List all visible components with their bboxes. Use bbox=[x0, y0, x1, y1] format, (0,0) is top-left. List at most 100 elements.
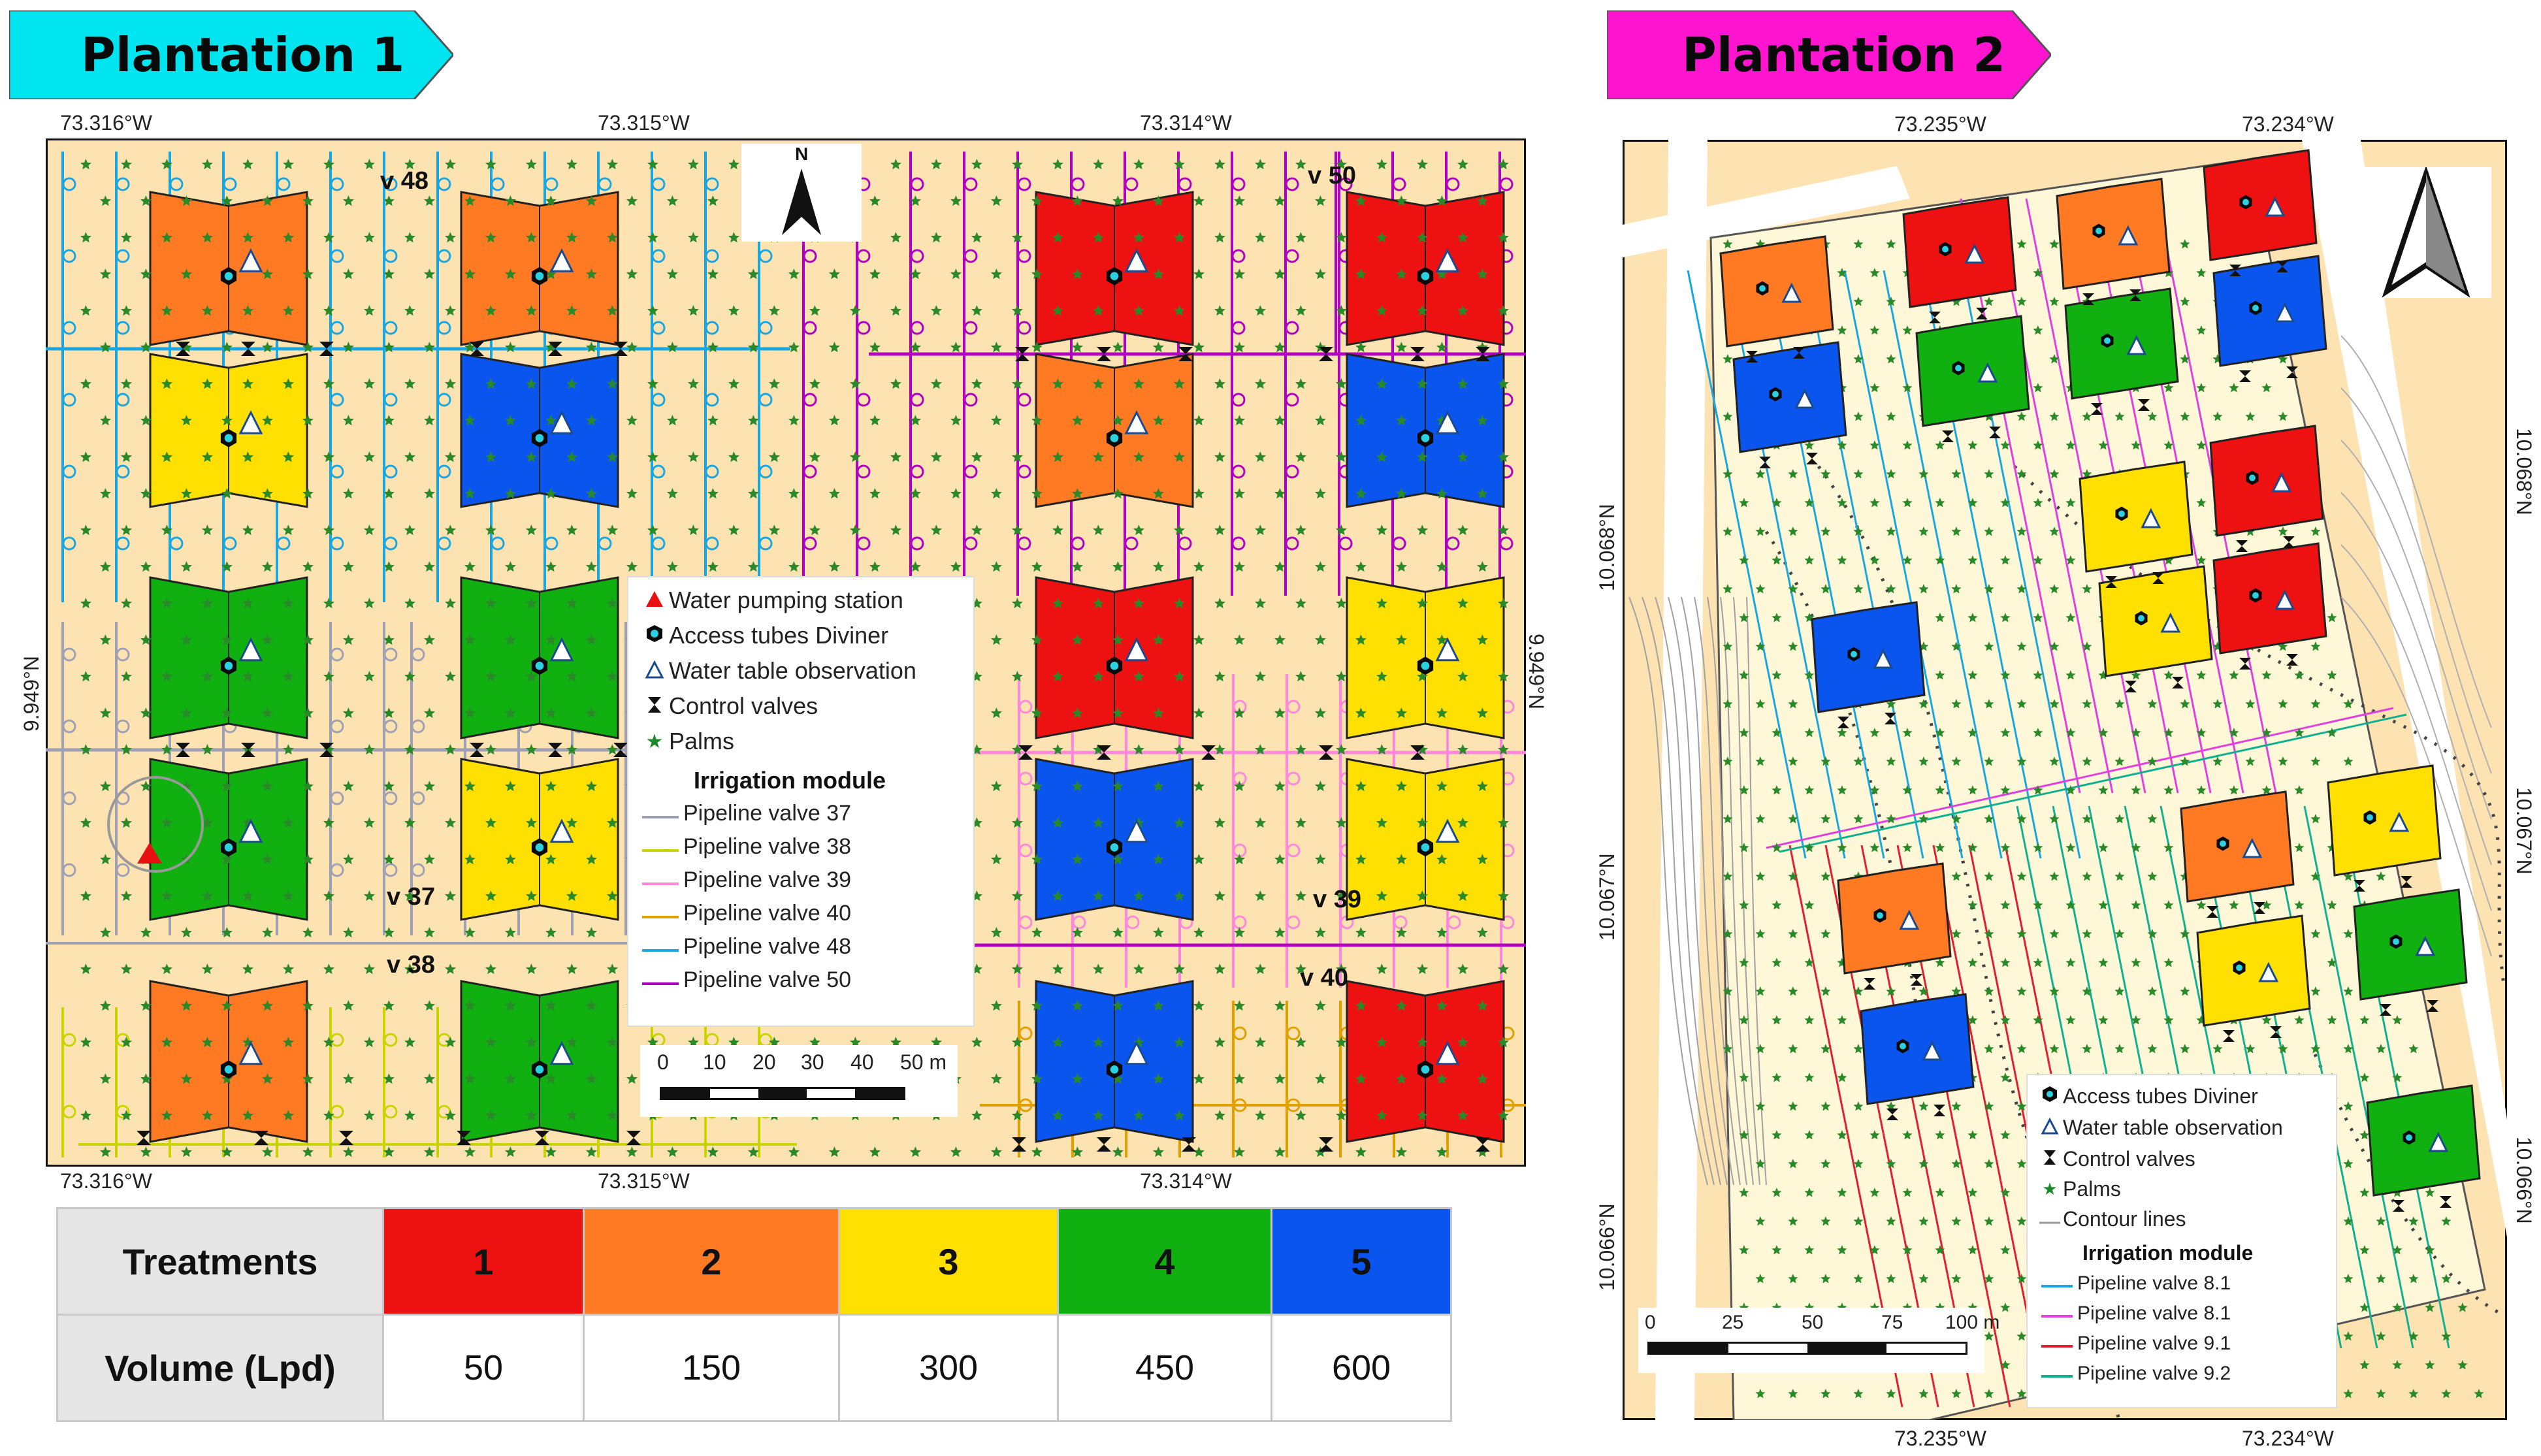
palm-icon bbox=[201, 598, 213, 609]
palm-icon bbox=[1376, 451, 1387, 462]
palm-icon bbox=[626, 1073, 638, 1084]
palm-icon bbox=[1837, 1130, 1847, 1140]
palm-icon bbox=[1723, 584, 1733, 594]
plantation-1-title: Plantation 1 bbox=[81, 27, 405, 82]
water-table-icon bbox=[1899, 909, 1920, 930]
palm-icon bbox=[1723, 641, 1733, 651]
palm-icon bbox=[950, 561, 962, 572]
emitter-icon bbox=[1124, 177, 1139, 191]
palm-icon bbox=[404, 671, 415, 682]
palm-icon bbox=[1457, 671, 1468, 682]
palm-icon bbox=[1755, 871, 1766, 881]
palm-icon bbox=[566, 598, 577, 609]
access-tube-core bbox=[1110, 434, 1119, 442]
legend-row-pipeline: Pipeline valve 38 bbox=[638, 834, 851, 860]
palm-icon bbox=[1092, 890, 1104, 901]
control-valve-icon bbox=[2354, 880, 2365, 892]
palm-icon bbox=[1788, 814, 1798, 824]
palm-icon bbox=[585, 854, 597, 865]
palm-icon bbox=[545, 415, 557, 426]
palm-icon bbox=[120, 305, 132, 316]
palm-icon bbox=[1788, 1159, 1798, 1169]
palm-icon bbox=[161, 890, 172, 901]
emitter-icon bbox=[62, 647, 76, 662]
palm-icon bbox=[2278, 412, 2288, 421]
water-table-icon bbox=[549, 818, 574, 843]
palm-icon bbox=[1395, 488, 1407, 499]
palm-icon bbox=[728, 305, 739, 316]
palm-icon bbox=[747, 1146, 759, 1157]
palm-icon bbox=[1804, 900, 1815, 910]
legend-row-pipeline: Pipeline valve 9.2 bbox=[2037, 1363, 2231, 1385]
palm-icon bbox=[323, 598, 334, 609]
palm-icon bbox=[566, 159, 577, 170]
palm-icon bbox=[666, 1146, 678, 1157]
treatment-1-cell: 1 bbox=[382, 1207, 585, 1316]
legend-label: Pipeline valve 37 bbox=[683, 801, 852, 826]
palm-icon bbox=[1152, 1146, 1164, 1157]
palm-icon bbox=[1821, 1389, 1831, 1399]
palm-icon bbox=[1967, 555, 1978, 565]
palm-icon bbox=[1457, 963, 1468, 975]
palm-icon bbox=[2180, 239, 2190, 249]
palm-icon bbox=[2229, 383, 2239, 393]
palm-icon bbox=[990, 1146, 1002, 1157]
emitter-icon bbox=[116, 393, 130, 407]
palm-icon bbox=[1951, 699, 1962, 709]
palm-icon bbox=[2261, 900, 2272, 910]
palm-icon bbox=[221, 1146, 233, 1157]
treatment-block bbox=[1732, 341, 1847, 453]
palm-icon bbox=[2163, 440, 2174, 450]
palm-icon bbox=[1052, 963, 1063, 975]
palm-icon bbox=[1772, 1188, 1782, 1197]
palm-icon bbox=[1314, 1146, 1326, 1157]
palm-icon bbox=[1984, 1274, 1994, 1284]
palm-icon bbox=[323, 671, 334, 682]
palm-icon bbox=[221, 634, 233, 645]
palm-icon bbox=[606, 525, 618, 536]
palm-icon bbox=[2294, 1015, 2305, 1025]
palm-icon bbox=[1193, 415, 1205, 426]
access-tube-core bbox=[535, 434, 544, 442]
palm-icon bbox=[2049, 412, 2060, 421]
palm-icon bbox=[404, 817, 415, 828]
water-table-icon bbox=[1922, 1040, 1943, 1061]
palm-icon bbox=[2343, 1331, 2354, 1341]
palm-icon bbox=[1821, 1159, 1831, 1169]
emitter-icon bbox=[330, 863, 344, 877]
palm-icon bbox=[1967, 1245, 1978, 1255]
palm-icon bbox=[201, 305, 213, 316]
palm-icon bbox=[1173, 744, 1185, 755]
palm-icon bbox=[1886, 699, 1896, 709]
palm-icon bbox=[1902, 843, 1913, 852]
palm-icon bbox=[1274, 488, 1286, 499]
palm-icon bbox=[788, 488, 800, 499]
emitter-icon bbox=[1286, 915, 1301, 930]
emitter-icon bbox=[383, 393, 398, 407]
north-arrow-icon bbox=[782, 169, 821, 235]
palm-icon bbox=[1071, 781, 1083, 792]
palm-icon bbox=[809, 1037, 820, 1048]
palm-icon bbox=[1274, 561, 1286, 572]
legend-label: Control valves bbox=[669, 692, 818, 719]
palm-icon bbox=[1886, 1274, 1896, 1284]
control-valve-icon bbox=[1012, 1137, 1026, 1152]
palm-icon bbox=[2343, 1389, 2354, 1399]
palm-icon bbox=[647, 525, 658, 536]
treatment-block bbox=[1860, 993, 1975, 1105]
palm-icon bbox=[2033, 325, 2043, 335]
contour-line bbox=[1642, 596, 1715, 1186]
control-valve-icon bbox=[1989, 427, 2001, 438]
palm-icon bbox=[1821, 1274, 1831, 1284]
emitter-icon bbox=[1392, 536, 1406, 551]
palm-icon bbox=[242, 598, 253, 609]
palm-icon bbox=[1355, 561, 1367, 572]
palm-icon bbox=[242, 232, 253, 243]
palm-icon bbox=[444, 671, 456, 682]
emitter-icon bbox=[544, 536, 558, 551]
palm-icon bbox=[99, 634, 111, 645]
control-valve-icon bbox=[2239, 370, 2251, 382]
control-valve-icon bbox=[241, 342, 255, 356]
emitter-icon bbox=[856, 321, 871, 335]
control-valve-icon bbox=[176, 342, 190, 356]
